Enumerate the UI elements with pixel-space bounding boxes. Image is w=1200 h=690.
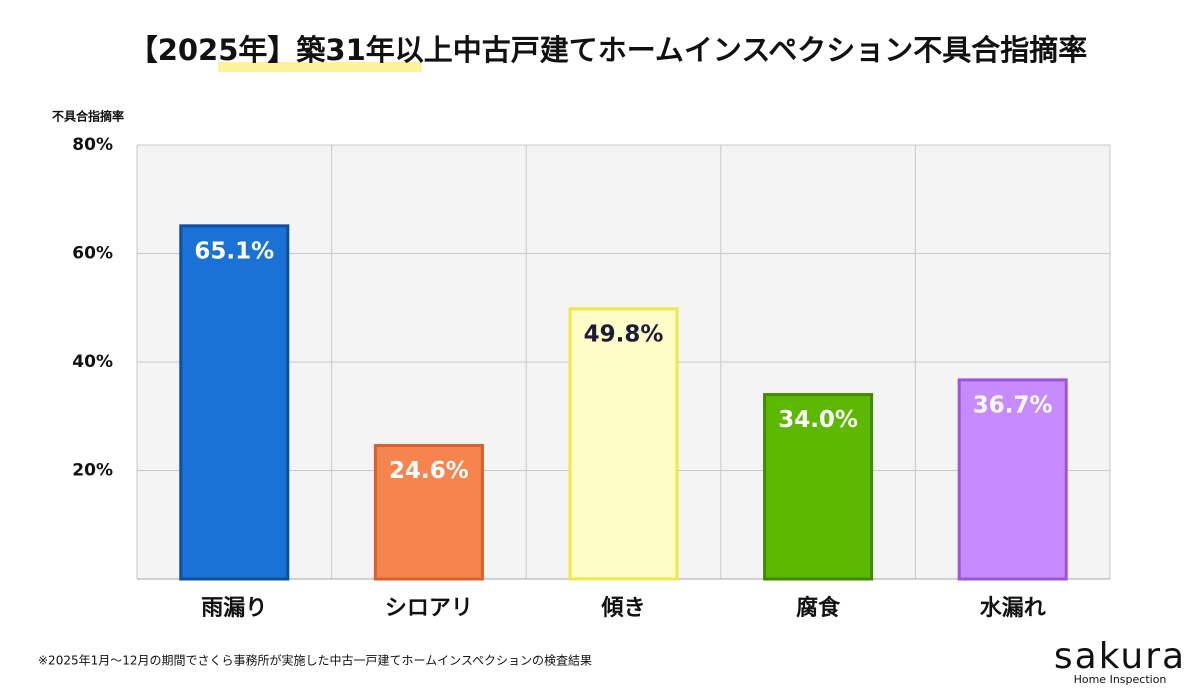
value-label: 49.8%: [584, 321, 664, 347]
value-label: 36.7%: [973, 392, 1053, 418]
bar: [957, 378, 1068, 581]
y-tick-label: 40%: [72, 352, 113, 372]
y-tick-label: 60%: [72, 244, 113, 264]
x-tick-label: 腐食: [796, 595, 841, 621]
chart-title: 【2025年】築31年以上中古戸建てホームインスペクション不具合指摘率: [129, 33, 1088, 67]
x-tick-label: 水漏れ: [980, 595, 1046, 621]
title-highlight: [218, 62, 422, 72]
y-tick-label: 20%: [72, 461, 113, 481]
value-label: 65.1%: [194, 238, 274, 264]
bar: [373, 444, 484, 581]
x-tick-label: 傾き: [600, 596, 645, 621]
logo-subtitle: Home Inspection: [1074, 673, 1167, 686]
logo: sakura: [1054, 636, 1186, 677]
footnote: ※2025年1月～12月の期間でさくら事務所が実施した中古一戸建てホームインスペ…: [38, 653, 592, 668]
bar: [179, 224, 290, 581]
y-tick-label: 80%: [72, 135, 113, 155]
bar: [568, 307, 679, 581]
y-axis-label: 不具合指摘率: [52, 109, 124, 124]
bar: [763, 393, 874, 581]
value-label: 24.6%: [389, 458, 469, 484]
value-label: 34.0%: [778, 407, 858, 433]
x-tick-label: 雨漏り: [201, 595, 267, 621]
x-tick-label: シロアリ: [385, 596, 473, 621]
